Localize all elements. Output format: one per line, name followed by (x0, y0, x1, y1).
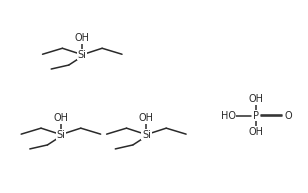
Text: OH: OH (75, 33, 90, 43)
Text: Si: Si (78, 50, 87, 60)
Text: P: P (253, 111, 259, 120)
Text: HO: HO (221, 111, 236, 120)
Text: Si: Si (142, 130, 151, 140)
Text: OH: OH (53, 113, 68, 123)
Text: O: O (284, 111, 292, 120)
Text: Si: Si (56, 130, 65, 140)
Text: OH: OH (139, 113, 154, 123)
Text: OH: OH (249, 94, 264, 104)
Text: OH: OH (249, 127, 264, 137)
